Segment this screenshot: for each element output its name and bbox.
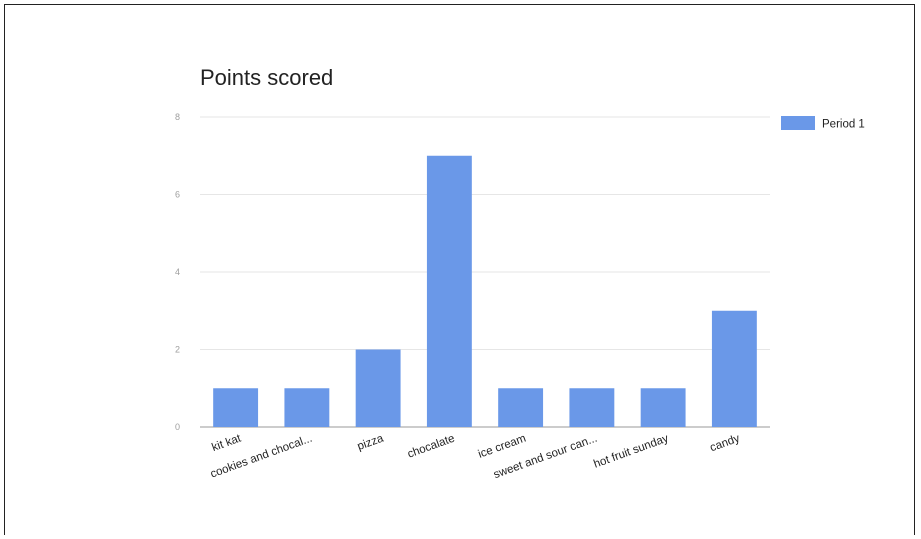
y-tick-label: 4 xyxy=(175,267,180,277)
y-tick-label: 0 xyxy=(175,422,180,432)
bar-ice-cream xyxy=(498,388,544,427)
bar-cookies-and-chocal xyxy=(284,388,330,427)
bar-chocalate xyxy=(426,155,472,427)
legend: Period 1 xyxy=(781,116,865,131)
x-tick-label: chocalate xyxy=(406,433,456,461)
bar-pizza xyxy=(355,349,401,427)
y-tick-label: 2 xyxy=(175,345,180,355)
legend-label-period-1: Period 1 xyxy=(822,119,865,131)
y-tick-label: 8 xyxy=(175,112,180,122)
y-axis-ticks: 0 2 4 6 8 xyxy=(175,112,180,432)
bar-kit-kat xyxy=(213,388,259,427)
bar-sweet-and-sour-can xyxy=(569,388,615,427)
x-tick-label: pizza xyxy=(356,432,386,453)
bar-candy xyxy=(711,310,757,427)
y-tick-label: 6 xyxy=(175,190,180,200)
bars xyxy=(213,155,757,427)
x-tick-label: ice cream xyxy=(477,433,528,461)
legend-swatch-period-1 xyxy=(781,116,815,130)
x-tick-label: hot fruit sunday xyxy=(592,432,670,470)
gridlines xyxy=(200,116,770,428)
chart-title: Points scored xyxy=(200,65,333,90)
x-tick-label: kit kat xyxy=(210,432,243,454)
bar-hot-fruit-sunday xyxy=(640,388,686,427)
x-tick-label: candy xyxy=(708,432,741,454)
